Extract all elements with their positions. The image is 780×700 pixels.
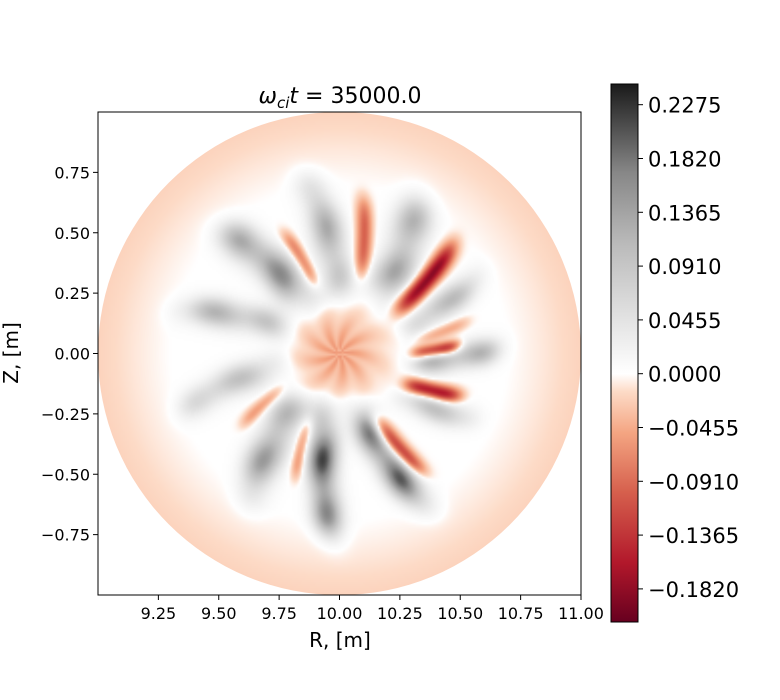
y-tick-label: 0.75 [54,163,90,182]
y-tick-label: 0.50 [54,224,90,243]
y-tick-label: −0.50 [41,465,90,484]
colorbar-tick-label: −0.1820 [648,578,739,602]
colorbar-tick-label: 0.0455 [648,309,721,333]
colorbar-tick-label: −0.1365 [648,524,739,548]
colorbar-tick-label: 0.0910 [648,255,721,279]
colorbar-gradient [611,84,638,622]
colorbar-tick-label: 0.2275 [648,94,721,118]
title-omega: ω [259,84,277,109]
x-tick-label: 10.00 [317,604,363,623]
x-tick-label: 9.50 [201,604,237,623]
x-axis: 9.25 9.50 9.75 10.00 10.25 10.50 10.75 11.00 [141,595,604,623]
colorbar-tick-label: 0.1820 [648,147,721,171]
y-axis: 0.75 0.50 0.25 0.00 −0.25 −0.50 −0.75 [41,163,98,545]
colorbar-tick-label: 0.1365 [648,201,721,225]
heatmap-field [98,112,581,595]
colorbar-frame [610,83,639,623]
colorbar-tick-label: 0.0000 [648,363,721,387]
y-axis-label: Z, [m] [0,322,23,384]
colorbar: 0.2275 0.1820 0.1365 0.0910 0.0455 0.0000 −0.0… [610,83,739,623]
y-tick-label: 0.25 [54,284,90,303]
chart-title: ωcit = 35000.0 [259,84,422,112]
y-tick-label: −0.25 [41,405,90,424]
x-tick-label: 11.00 [558,604,604,623]
colorbar-tick-label: −0.0910 [648,470,739,494]
x-tick-label: 10.25 [377,604,423,623]
plot-area: 9.25 9.50 9.75 10.00 10.25 10.50 10.75 11.00 0.… [41,111,604,623]
x-tick-label: 10.75 [498,604,544,623]
title-value: = 35000.0 [298,84,421,109]
x-tick-label: 9.25 [141,604,177,623]
x-axis-label: R, [m] [309,628,371,652]
colorbar-tick-label: −0.0455 [648,416,739,440]
y-tick-label: −0.75 [41,526,90,545]
x-tick-label: 10.50 [437,604,483,623]
y-tick-label: 0.00 [54,345,90,364]
colorbar-ticks: 0.2275 0.1820 0.1365 0.0910 0.0455 0.0000 −0.0… [638,94,739,602]
x-tick-label: 9.75 [261,604,297,623]
title-subscript: ci [277,94,290,112]
title-variable: t [289,84,299,109]
